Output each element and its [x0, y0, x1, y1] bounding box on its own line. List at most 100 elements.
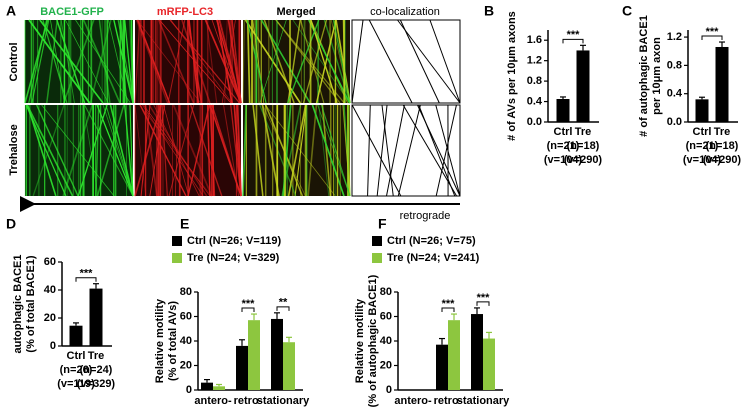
kymo-trace — [31, 19, 50, 104]
kymo-trace — [263, 19, 295, 104]
y-tick-label: 20 — [180, 359, 192, 371]
kymographs — [24, 19, 461, 197]
significance-bracket — [241, 307, 255, 313]
bar — [695, 99, 709, 122]
error-bar — [204, 378, 210, 383]
kymo-trace — [65, 19, 109, 104]
kymo-trace — [342, 104, 351, 197]
kymo-trace — [292, 19, 350, 104]
v-label: (v=104) — [544, 154, 583, 166]
bar — [436, 344, 448, 390]
significance-label: *** — [80, 268, 94, 280]
bar — [448, 320, 460, 390]
n-label: (n=21) — [686, 140, 719, 152]
y-tick-label: 1.6 — [527, 34, 542, 46]
kymo-trace — [120, 19, 124, 104]
y-tick-label: 60 — [180, 310, 192, 322]
kymo-trace — [167, 19, 186, 104]
error-bar — [93, 283, 99, 289]
significance-bracket — [75, 277, 97, 282]
y-tick-label: 40 — [44, 284, 56, 296]
error-bar — [699, 96, 705, 100]
y-axis-label: # of AVs per 10μm axons — [506, 11, 518, 141]
legend-swatch — [372, 236, 382, 246]
kymo-trace — [265, 104, 336, 197]
legend-swatch — [372, 253, 382, 263]
kymo-trace — [102, 104, 134, 197]
error-bar — [286, 336, 292, 343]
column-header: co-localization — [370, 6, 440, 18]
kymo-trace — [321, 104, 332, 197]
kymo-trace — [41, 104, 115, 197]
arrow-label: retrograde — [400, 210, 451, 222]
kymo-trace — [187, 104, 211, 197]
error-bar — [560, 96, 566, 99]
error-bar — [486, 331, 492, 339]
x-tick-label: Tre — [88, 350, 105, 362]
y-tick-label: 0.8 — [527, 75, 542, 87]
x-tick-label: retro- — [234, 395, 263, 407]
error-bar — [474, 307, 480, 315]
significance-bracket — [562, 38, 584, 44]
bar — [576, 50, 590, 122]
panel-label: C — [622, 3, 632, 19]
bar — [271, 318, 283, 390]
significance-label: *** — [706, 26, 720, 38]
error-bar — [439, 337, 445, 345]
kymo-trace — [28, 19, 91, 104]
kymo-trace — [36, 104, 79, 197]
kymo-trace — [287, 104, 307, 197]
kymo-trace — [252, 104, 264, 197]
y-axis-label: # of autophagic BACE1 — [638, 15, 650, 137]
legend-label: Ctrl (N=26; V=75) — [387, 235, 476, 247]
kymo-trace — [402, 104, 458, 197]
kymo-trace — [259, 19, 287, 104]
kymo-trace — [32, 104, 65, 197]
kymo-trace — [323, 19, 351, 104]
y-axis-label: per 10μm axon — [651, 37, 663, 115]
kymo-trace — [175, 104, 179, 197]
legend-label: Tre (N=24; V=241) — [387, 252, 480, 264]
kymo-trace — [130, 19, 134, 104]
error-bar — [239, 339, 245, 346]
n-label: (n=21) — [547, 140, 580, 152]
kymo-trace — [230, 104, 242, 197]
n-label: (n=26) — [60, 364, 93, 376]
row-label: Trehalose — [8, 124, 20, 175]
column-header: Merged — [276, 6, 315, 18]
y-tick-label: 20 — [380, 359, 392, 371]
kymo-trace — [330, 19, 351, 104]
kymo-trace — [317, 104, 351, 197]
y-tick-label: 60 — [380, 310, 392, 322]
kymo-trace — [351, 104, 402, 197]
significance-label: *** — [442, 298, 456, 310]
y-axis-label: Relative motility — [154, 298, 166, 383]
kymo-trace — [62, 19, 95, 104]
y-tick-label: 0.0 — [667, 116, 682, 128]
kymo-trace — [332, 19, 351, 104]
y-tick-label: 40 — [180, 335, 192, 347]
panel-label: B — [484, 3, 494, 19]
kymo-trace — [204, 19, 242, 104]
significance-label: *** — [567, 29, 581, 41]
kymo-trace — [368, 19, 413, 104]
v-label: (v=290) — [564, 154, 603, 166]
significance-label: ** — [279, 297, 288, 309]
x-tick-label: stationary — [257, 395, 310, 407]
kymo-trace — [224, 19, 228, 104]
x-tick-label: stationary — [457, 395, 510, 407]
bar — [471, 314, 483, 390]
legend-swatch — [172, 253, 182, 263]
kymo-trace — [376, 104, 388, 197]
kymo-trace — [129, 104, 134, 197]
panel-label: D — [6, 216, 16, 232]
kymo-trace — [82, 19, 121, 104]
y-tick-label: 0.0 — [527, 116, 542, 128]
kymo-trace — [287, 19, 320, 104]
x-tick-label: retro- — [434, 395, 463, 407]
kymo-trace — [141, 104, 204, 197]
v-label: (v=104) — [683, 154, 722, 166]
kymo-trace — [95, 104, 100, 197]
y-tick-label: 20 — [44, 312, 56, 324]
panel-label: A — [6, 3, 16, 19]
